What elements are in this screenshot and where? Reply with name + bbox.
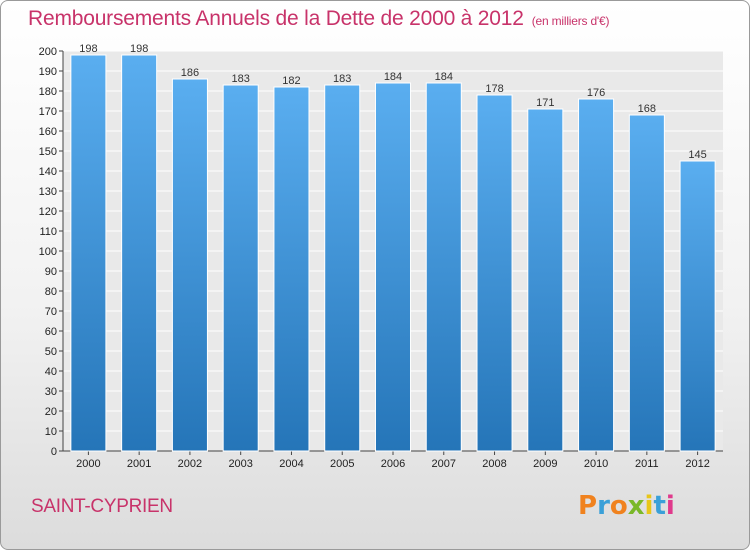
data-label: 176 [587,87,605,99]
y-tick-label: 200 [39,46,57,58]
bar [527,108,564,452]
x-tick-label: 2011 [635,458,659,470]
y-tick-label: 90 [45,266,57,278]
x-tick-label: 2009 [533,458,557,470]
bar [476,94,513,452]
x-tick-label: 2010 [584,458,608,470]
logo-letter: x [627,491,645,521]
bars [70,54,716,452]
x-tick-label: 2001 [127,458,151,470]
bar [628,114,665,452]
chart-title: Remboursements Annuels de la Dette de 20… [28,7,609,31]
bar [273,86,310,452]
data-label: 183 [333,73,351,85]
y-tick-label: 130 [39,186,57,198]
logo-letter: P [578,491,598,521]
bar [70,54,107,452]
x-tick-label: 2006 [381,458,405,470]
x-tick-label: 2002 [178,458,202,470]
y-tick-label: 70 [45,306,57,318]
y-tick-label: 20 [45,406,57,418]
bar [171,78,208,452]
y-tick-label: 80 [45,286,57,298]
data-label: 186 [181,67,199,79]
y-tick-label: 170 [39,106,57,118]
y-tick-label: 10 [45,426,57,438]
x-tick-label: 2008 [482,458,506,470]
data-label: 171 [536,97,554,109]
y-tick-label: 180 [39,86,57,98]
logo-letter: t [653,491,666,521]
bar [222,84,259,452]
logo-letter: r [597,491,610,521]
data-label: 198 [79,43,97,55]
bar [374,82,412,452]
data-label: 145 [688,149,706,161]
x-tick-label: 2012 [685,458,709,470]
y-tick-label: 140 [39,166,57,178]
logo-letter: i [665,491,675,521]
data-label: 183 [232,73,250,85]
city-name: SAINT-CYPRIEN [31,496,173,517]
y-tick-label: 50 [45,346,57,358]
logo-letter: i [644,491,654,521]
y-tick-label: 110 [39,226,57,238]
bar [679,160,716,452]
y-tick-label: 40 [45,366,57,378]
data-label: 184 [384,71,402,83]
x-tick-label: 2000 [76,458,100,470]
x-tick-label: 2004 [279,458,303,470]
x-tick-label: 2007 [432,458,456,470]
chart-title-text: Remboursements Annuels de la Dette de 20… [28,7,524,30]
x-tick-label: 2005 [330,458,354,470]
x-tick-label: 2003 [228,458,252,470]
data-label: 182 [282,75,300,87]
data-label: 168 [638,103,656,115]
labels: 0 10 20 30 40 50 60 70 80 90 100 110 120 130 140 150 160… [39,43,710,470]
chart-subtitle: (en milliers d'€) [531,14,610,28]
y-tick-label: 100 [39,246,57,258]
y-tick-label: 190 [39,66,57,78]
bar [578,98,615,452]
logo-letter: o [609,491,628,521]
y-tick-label: 60 [45,326,57,338]
bar [121,54,158,452]
data-label: 184 [435,71,453,83]
y-tick-label: 150 [39,146,57,158]
bar [425,82,462,452]
y-tick-label: 30 [45,386,57,398]
y-tick-label: 160 [39,126,57,138]
data-label: 198 [130,43,148,55]
y-tick-label: 0 [51,446,57,458]
data-label: 178 [485,83,503,95]
bar [324,84,361,452]
proxiti-logo[interactable]: Proxiti [578,491,675,521]
y-tick-label: 120 [39,206,57,218]
